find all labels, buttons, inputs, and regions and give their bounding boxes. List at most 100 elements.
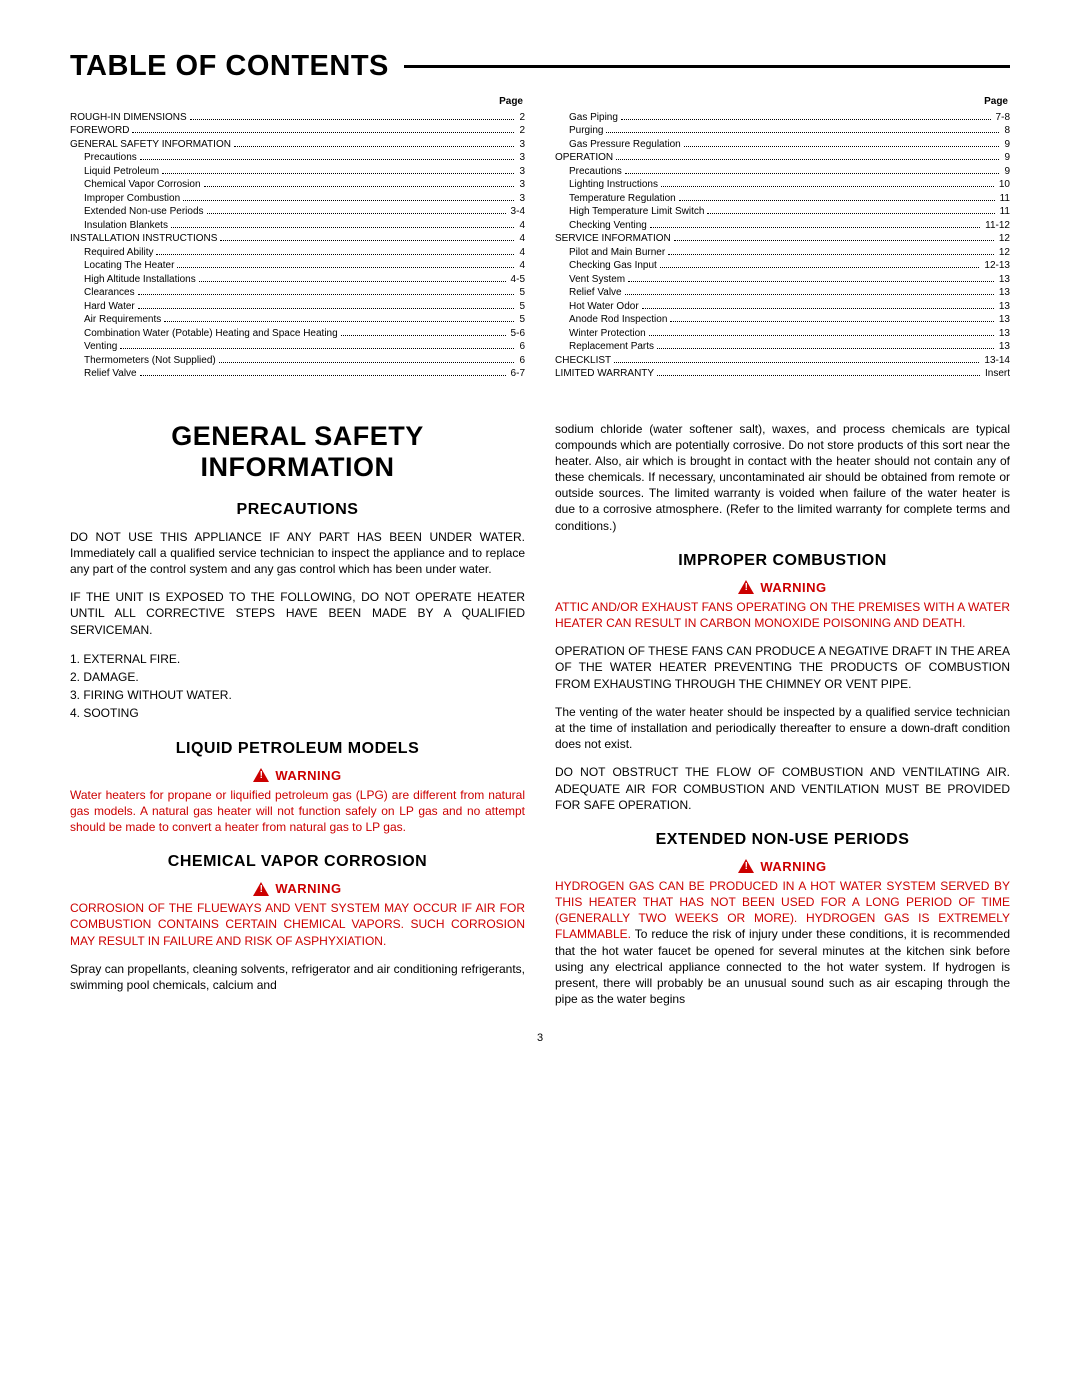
toc-row: High Temperature Limit Switch11 bbox=[555, 205, 1010, 219]
list-item: 1. EXTERNAL FIRE. bbox=[70, 650, 525, 668]
toc-label: GENERAL SAFETY INFORMATION bbox=[70, 138, 231, 152]
toc-label: Hot Water Odor bbox=[569, 300, 639, 314]
toc-page: 9 bbox=[1002, 138, 1010, 152]
toc-row: Pilot and Main Burner12 bbox=[555, 246, 1010, 260]
improper-para-3: DO NOT OBSTRUCT THE FLOW OF COMBUSTION A… bbox=[555, 764, 1010, 813]
toc-row: Locating The Heater4 bbox=[70, 259, 525, 273]
toc-page: 6-7 bbox=[509, 367, 525, 381]
extended-heading: EXTENDED NON-USE PERIODS bbox=[555, 831, 1010, 849]
warning-icon bbox=[253, 882, 269, 896]
toc-page-header: Page bbox=[70, 95, 525, 109]
precautions-para-1: DO NOT USE THIS APPLIANCE IF ANY PART HA… bbox=[70, 529, 525, 578]
warning-label: WARNING bbox=[275, 768, 341, 783]
toc-row: Required Ability4 bbox=[70, 246, 525, 260]
toc-dots bbox=[684, 146, 1000, 147]
toc-row: Relief Valve13 bbox=[555, 286, 1010, 300]
cvc-warning-text: CORROSION OF THE FLUEWAYS AND VENT SYSTE… bbox=[70, 900, 525, 949]
toc-label: Relief Valve bbox=[569, 286, 622, 300]
toc-title: TABLE OF CONTENTS bbox=[70, 50, 389, 83]
toc-label: Precautions bbox=[569, 165, 622, 179]
toc-row: Thermometers (Not Supplied)6 bbox=[70, 354, 525, 368]
toc-label: Gas Pressure Regulation bbox=[569, 138, 681, 152]
toc-label: Winter Protection bbox=[569, 327, 646, 341]
precautions-heading: PRECAUTIONS bbox=[70, 501, 525, 519]
toc-dots bbox=[138, 294, 515, 295]
toc-row: Winter Protection13 bbox=[555, 327, 1010, 341]
warning-line: WARNING bbox=[555, 580, 1010, 595]
toc-row: Purging8 bbox=[555, 124, 1010, 138]
toc-dots bbox=[660, 267, 980, 268]
toc-label: CHECKLIST bbox=[555, 354, 611, 368]
toc-row: Chemical Vapor Corrosion 3 bbox=[70, 178, 525, 192]
toc-label: Air Requirements bbox=[84, 313, 161, 327]
toc-dots bbox=[614, 362, 979, 363]
toc-page: 13 bbox=[997, 300, 1010, 314]
lpm-warning-text: Water heaters for propane or liquified p… bbox=[70, 787, 525, 836]
improper-heading: IMPROPER COMBUSTION bbox=[555, 552, 1010, 570]
toc-row: High Altitude Installations4-5 bbox=[70, 273, 525, 287]
toc-row: CHECKLIST 13-14 bbox=[555, 354, 1010, 368]
toc-page: 6 bbox=[517, 354, 525, 368]
toc-row: Air Requirements5 bbox=[70, 313, 525, 327]
toc-row: Precautions9 bbox=[555, 165, 1010, 179]
toc-page: 11 bbox=[998, 192, 1010, 206]
toc-dots bbox=[190, 119, 515, 120]
toc-dots bbox=[625, 294, 994, 295]
toc-dots bbox=[606, 132, 999, 133]
toc-page: 7-8 bbox=[994, 111, 1010, 125]
toc-rule bbox=[404, 65, 1010, 68]
toc-page: Insert bbox=[983, 367, 1010, 381]
toc-dots bbox=[140, 375, 506, 376]
toc-row: ROUGH-IN DIMENSIONS2 bbox=[70, 111, 525, 125]
toc-columns: Page ROUGH-IN DIMENSIONS2FOREWORD2GENERA… bbox=[70, 95, 1010, 381]
toc-row: Replacement Parts 13 bbox=[555, 340, 1010, 354]
toc-label: Chemical Vapor Corrosion bbox=[84, 178, 201, 192]
toc-page: 13 bbox=[997, 273, 1010, 287]
toc-page: 3 bbox=[517, 192, 525, 206]
toc-page: 10 bbox=[997, 178, 1010, 192]
list-item: 4. SOOTING bbox=[70, 704, 525, 722]
general-safety-heading: GENERAL SAFETY INFORMATION bbox=[70, 421, 525, 483]
toc-page: 6 bbox=[517, 340, 525, 354]
toc-row: Vent System13 bbox=[555, 273, 1010, 287]
toc-label: LIMITED WARRANTY bbox=[555, 367, 654, 381]
toc-page: 5 bbox=[517, 300, 525, 314]
toc-label: Combination Water (Potable) Heating and … bbox=[84, 327, 338, 341]
toc-label: Hard Water bbox=[84, 300, 135, 314]
toc-page: 13 bbox=[997, 340, 1010, 354]
toc-label: Replacement Parts bbox=[569, 340, 654, 354]
toc-row: INSTALLATION INSTRUCTIONS4 bbox=[70, 232, 525, 246]
toc-row: SERVICE INFORMATION12 bbox=[555, 232, 1010, 246]
toc-page: 12 bbox=[997, 232, 1010, 246]
toc-page: 13-14 bbox=[982, 354, 1010, 368]
toc-page: 3 bbox=[517, 151, 525, 165]
toc-page: 3 bbox=[517, 178, 525, 192]
warning-icon bbox=[253, 768, 269, 782]
toc-label: Gas Piping bbox=[569, 111, 618, 125]
toc-row: OPERATION9 bbox=[555, 151, 1010, 165]
toc-dots bbox=[199, 281, 506, 282]
warning-icon bbox=[738, 580, 754, 594]
toc-dots bbox=[219, 362, 515, 363]
cvc-continuation: Spray can propellants, cleaning solvents… bbox=[70, 961, 525, 993]
improper-warning-text: ATTIC AND/OR EXHAUST FANS OPERATING ON T… bbox=[555, 599, 1010, 631]
toc-row: Checking Gas Input12-13 bbox=[555, 259, 1010, 273]
toc-label: Checking Gas Input bbox=[569, 259, 657, 273]
toc-label: ROUGH-IN DIMENSIONS bbox=[70, 111, 187, 125]
warning-label: WARNING bbox=[760, 580, 826, 595]
toc-page: 3 bbox=[517, 138, 525, 152]
body-columns: GENERAL SAFETY INFORMATION PRECAUTIONS D… bbox=[70, 421, 1010, 1008]
toc-dots bbox=[621, 119, 991, 120]
toc-page: 5 bbox=[517, 286, 525, 300]
toc-row: Temperature Regulation11 bbox=[555, 192, 1010, 206]
heading-line-2: INFORMATION bbox=[201, 452, 395, 482]
toc-page: 4 bbox=[517, 219, 525, 233]
toc-dots bbox=[650, 227, 980, 228]
extended-mixed-para: HYDROGEN GAS CAN BE PRODUCED IN A HOT WA… bbox=[555, 878, 1010, 1008]
toc-row: Insulation Blankets4 bbox=[70, 219, 525, 233]
toc-page: 4 bbox=[517, 246, 525, 260]
toc-label: Lighting Instructions bbox=[569, 178, 658, 192]
toc-dots bbox=[628, 281, 994, 282]
toc-label: INSTALLATION INSTRUCTIONS bbox=[70, 232, 217, 246]
toc-dots bbox=[661, 186, 994, 187]
